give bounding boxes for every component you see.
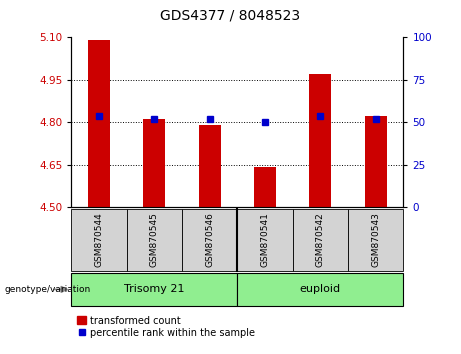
Text: genotype/variation: genotype/variation xyxy=(5,285,91,294)
Text: GSM870545: GSM870545 xyxy=(150,212,159,267)
Bar xyxy=(182,209,237,271)
Text: GSM870543: GSM870543 xyxy=(371,212,380,267)
Text: GSM870541: GSM870541 xyxy=(260,212,270,267)
Text: GSM870544: GSM870544 xyxy=(95,212,104,267)
Text: Trisomy 21: Trisomy 21 xyxy=(124,284,185,295)
Text: GSM870542: GSM870542 xyxy=(316,212,325,267)
Bar xyxy=(365,116,387,207)
Bar xyxy=(254,167,276,207)
Bar xyxy=(127,209,182,271)
Text: GSM870546: GSM870546 xyxy=(205,212,214,267)
Bar xyxy=(71,209,127,271)
Bar xyxy=(237,209,293,271)
Bar xyxy=(309,74,331,207)
Text: euploid: euploid xyxy=(300,284,341,295)
Bar xyxy=(88,40,110,207)
Bar xyxy=(348,209,403,271)
Bar xyxy=(199,125,221,207)
Bar xyxy=(293,209,348,271)
Bar xyxy=(143,119,165,207)
Bar xyxy=(71,273,237,306)
Legend: transformed count, percentile rank within the sample: transformed count, percentile rank withi… xyxy=(77,315,256,339)
Bar xyxy=(237,273,403,306)
Text: GDS4377 / 8048523: GDS4377 / 8048523 xyxy=(160,9,301,23)
